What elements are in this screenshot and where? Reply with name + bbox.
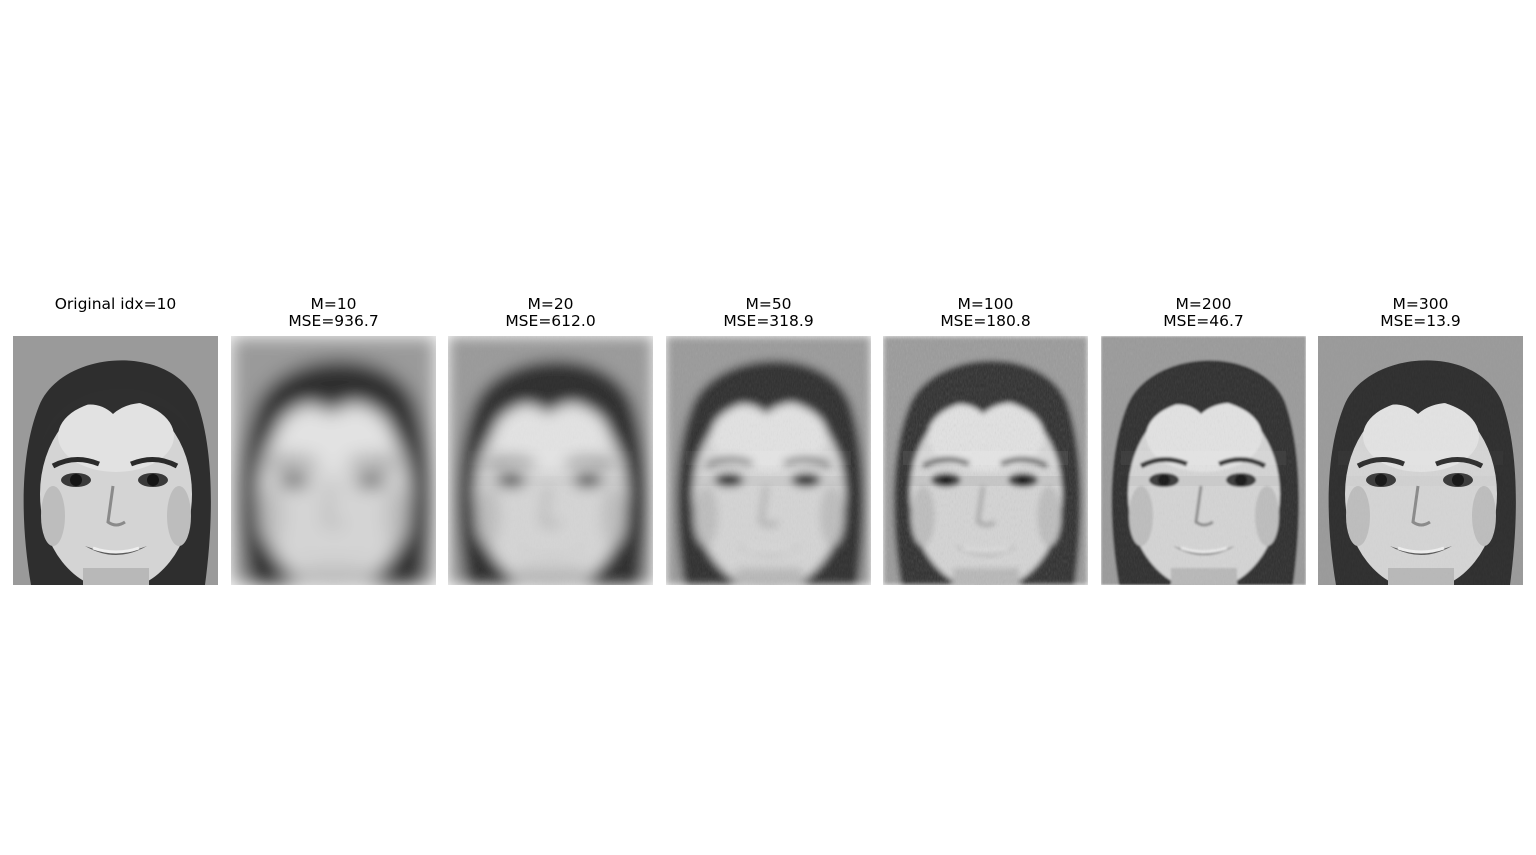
face-image-m200 [1101, 336, 1306, 585]
face-image-m10 [231, 336, 436, 585]
title-line-1: M=300 [1392, 295, 1449, 313]
title-line-2: MSE=318.9 [723, 312, 814, 330]
panel-title: M=200 MSE=46.7 [1101, 296, 1306, 336]
face-image-m20 [448, 336, 653, 585]
panel-title: M=100 MSE=180.8 [883, 296, 1088, 336]
panel-original: Original idx=10 [13, 296, 218, 585]
title-line-1: M=10 [310, 295, 357, 313]
panel-title: Original idx=10 [13, 296, 218, 336]
title-line-2: MSE=936.7 [288, 312, 379, 330]
face-image-original [13, 336, 218, 585]
panel-m100: M=100 MSE=180.8 [883, 296, 1088, 585]
panel-title: M=10 MSE=936.7 [231, 296, 436, 336]
title-line-2: Original idx=10 [54, 295, 177, 313]
title-line-2: MSE=180.8 [940, 312, 1031, 330]
panel-m50: M=50 MSE=318.9 [666, 296, 871, 585]
title-line-1: M=100 [957, 295, 1014, 313]
title-line-1: M=50 [745, 295, 792, 313]
title-line-2: MSE=612.0 [505, 312, 596, 330]
panel-title: M=300 MSE=13.9 [1318, 296, 1523, 336]
panel-m200: M=200 MSE=46.7 [1101, 296, 1306, 585]
title-line-1: M=20 [527, 295, 574, 313]
title-line-2: MSE=46.7 [1163, 312, 1244, 330]
panel-m10: M=10 MSE=936.7 [231, 296, 436, 585]
title-line-2: MSE=13.9 [1380, 312, 1461, 330]
title-line-1: M=200 [1175, 295, 1232, 313]
face-image-m50 [666, 336, 871, 585]
panel-m300: M=300 MSE=13.9 [1318, 296, 1523, 585]
panel-title: M=20 MSE=612.0 [448, 296, 653, 336]
panel-title: M=50 MSE=318.9 [666, 296, 871, 336]
face-image-m100 [883, 336, 1088, 585]
panel-m20: M=20 MSE=612.0 [448, 296, 653, 585]
face-image-m300 [1318, 336, 1523, 585]
